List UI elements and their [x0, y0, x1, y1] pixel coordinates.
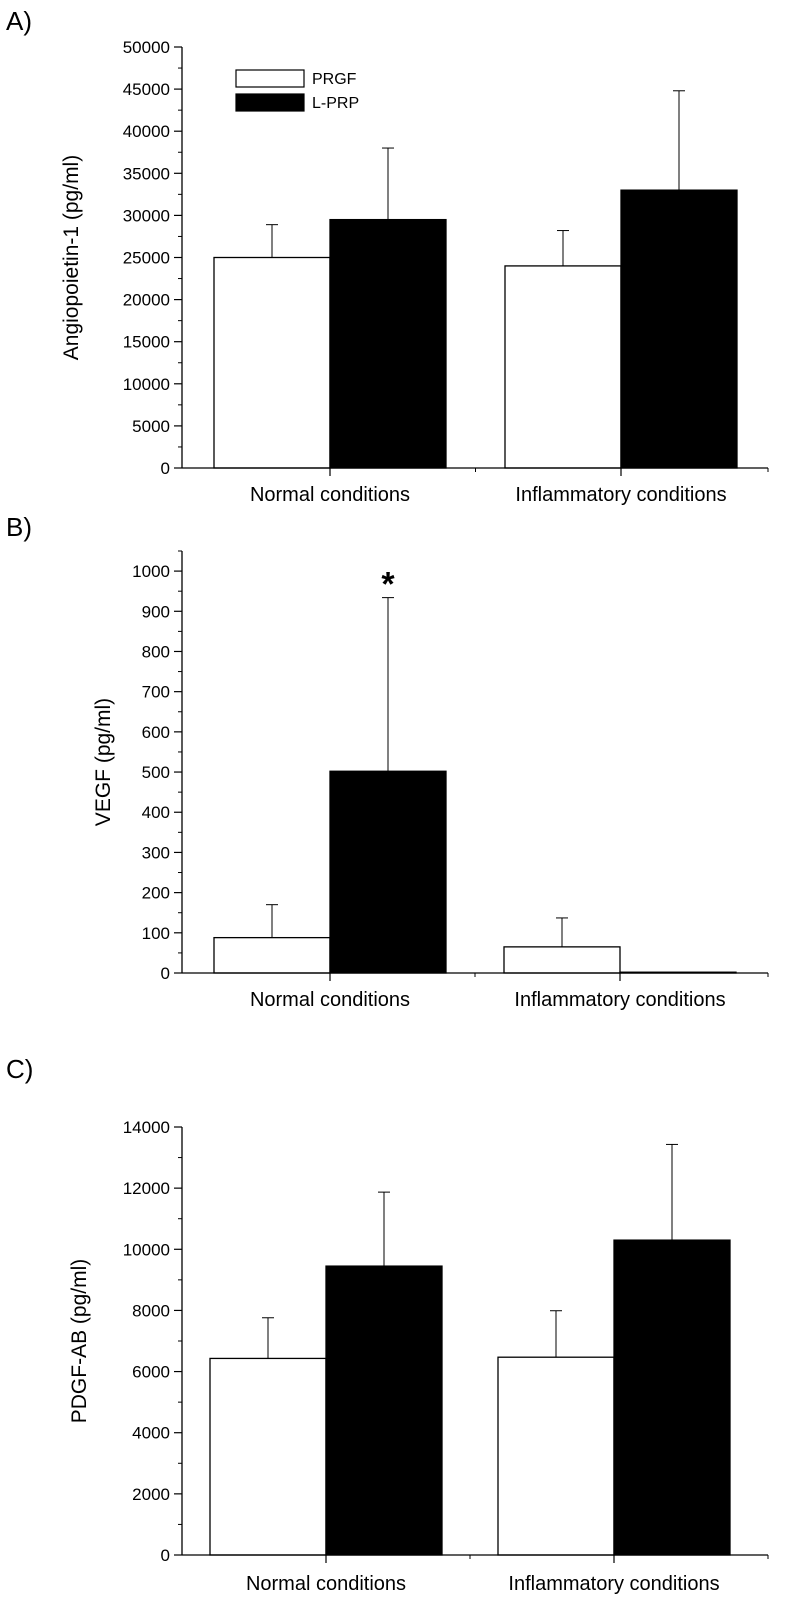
y-tick-label: 10000 [123, 1240, 170, 1259]
significance-marker: * [381, 566, 395, 604]
x-category-label: Inflammatory conditions [508, 1573, 719, 1595]
panel-label: C) [6, 1054, 33, 1084]
y-tick-label: 0 [161, 459, 170, 478]
y-tick-label: 900 [142, 602, 170, 621]
legend-swatch [235, 69, 305, 88]
y-tick-label: 14000 [123, 1118, 170, 1137]
panel-label: B) [6, 512, 32, 542]
legend-label: L-PRP [312, 95, 359, 112]
bar-prgf-2 [504, 265, 622, 469]
y-tick-label: 20000 [123, 291, 170, 310]
y-axis-title: PDGF-AB (pg/ml) [68, 1259, 91, 1424]
y-tick-label: 800 [142, 642, 170, 661]
chart-panel-3: C) PDGF-AB (pg/ml) 0 2000 4000 6000 8000 10000 1… [6, 1054, 769, 1595]
x-category-label: Normal conditions [250, 989, 410, 1011]
y-tick-label: 5000 [132, 417, 170, 436]
y-tick-label: 300 [142, 843, 170, 862]
x-category-label: Inflammatory conditions [515, 484, 726, 506]
x-category-label: Normal conditions [250, 484, 410, 506]
legend-label: PRGF [312, 71, 357, 88]
y-tick-label: 12000 [123, 1179, 170, 1198]
y-tick-label: 400 [142, 803, 170, 822]
legend-swatch [235, 93, 305, 112]
x-category-label: Normal conditions [246, 1573, 406, 1595]
bar-prgf-1 [213, 936, 331, 974]
y-tick-label: 100 [142, 924, 170, 943]
chart-panel-2: B) VEGF (pg/ml) * 0 100 200 300 400 500 600 700 800… [6, 512, 769, 1011]
y-tick-label: 35000 [123, 164, 170, 183]
y-tick-label: 10000 [123, 375, 170, 394]
bar-l-prp-2 [613, 1239, 731, 1556]
bar-l-prp-2 [620, 189, 738, 469]
bar-prgf-2 [503, 946, 621, 974]
y-tick-label: 50000 [123, 38, 170, 57]
chart-panel-1: A) Angiopoietin-1 (pg/ml) 0 5000 10000 15000 2… [6, 6, 769, 506]
y-tick-label: 2000 [132, 1485, 170, 1504]
y-tick-label: 6000 [132, 1363, 170, 1382]
y-tick-label: 25000 [123, 249, 170, 268]
y-tick-label: 45000 [123, 80, 170, 99]
bar-prgf-2 [497, 1356, 615, 1556]
bar-prgf-1 [209, 1357, 327, 1556]
x-category-label: Inflammatory conditions [514, 989, 725, 1011]
y-tick-label: 15000 [123, 333, 170, 352]
bar-l-prp-1 [329, 218, 447, 469]
legend: PRGF L-PRP [235, 69, 359, 112]
bar-l-prp-1 [325, 1265, 443, 1556]
y-tick-label: 1000 [132, 562, 170, 581]
y-tick-label: 40000 [123, 122, 170, 141]
y-tick-label: 700 [142, 683, 170, 702]
y-tick-label: 8000 [132, 1301, 170, 1320]
y-tick-label: 4000 [132, 1424, 170, 1443]
y-tick-label: 600 [142, 723, 170, 742]
y-axis-title: Angiopoietin-1 (pg/ml) [60, 155, 83, 360]
bar-l-prp-1 [329, 770, 447, 974]
y-tick-label: 200 [142, 884, 170, 903]
y-tick-label: 30000 [123, 206, 170, 225]
y-axis-title: VEGF (pg/ml) [92, 698, 115, 826]
y-tick-label: 0 [161, 1546, 170, 1565]
panel-label: A) [6, 6, 32, 36]
bar-prgf-1 [213, 256, 331, 469]
y-tick-label: 500 [142, 763, 170, 782]
y-tick-label: 0 [161, 964, 170, 983]
